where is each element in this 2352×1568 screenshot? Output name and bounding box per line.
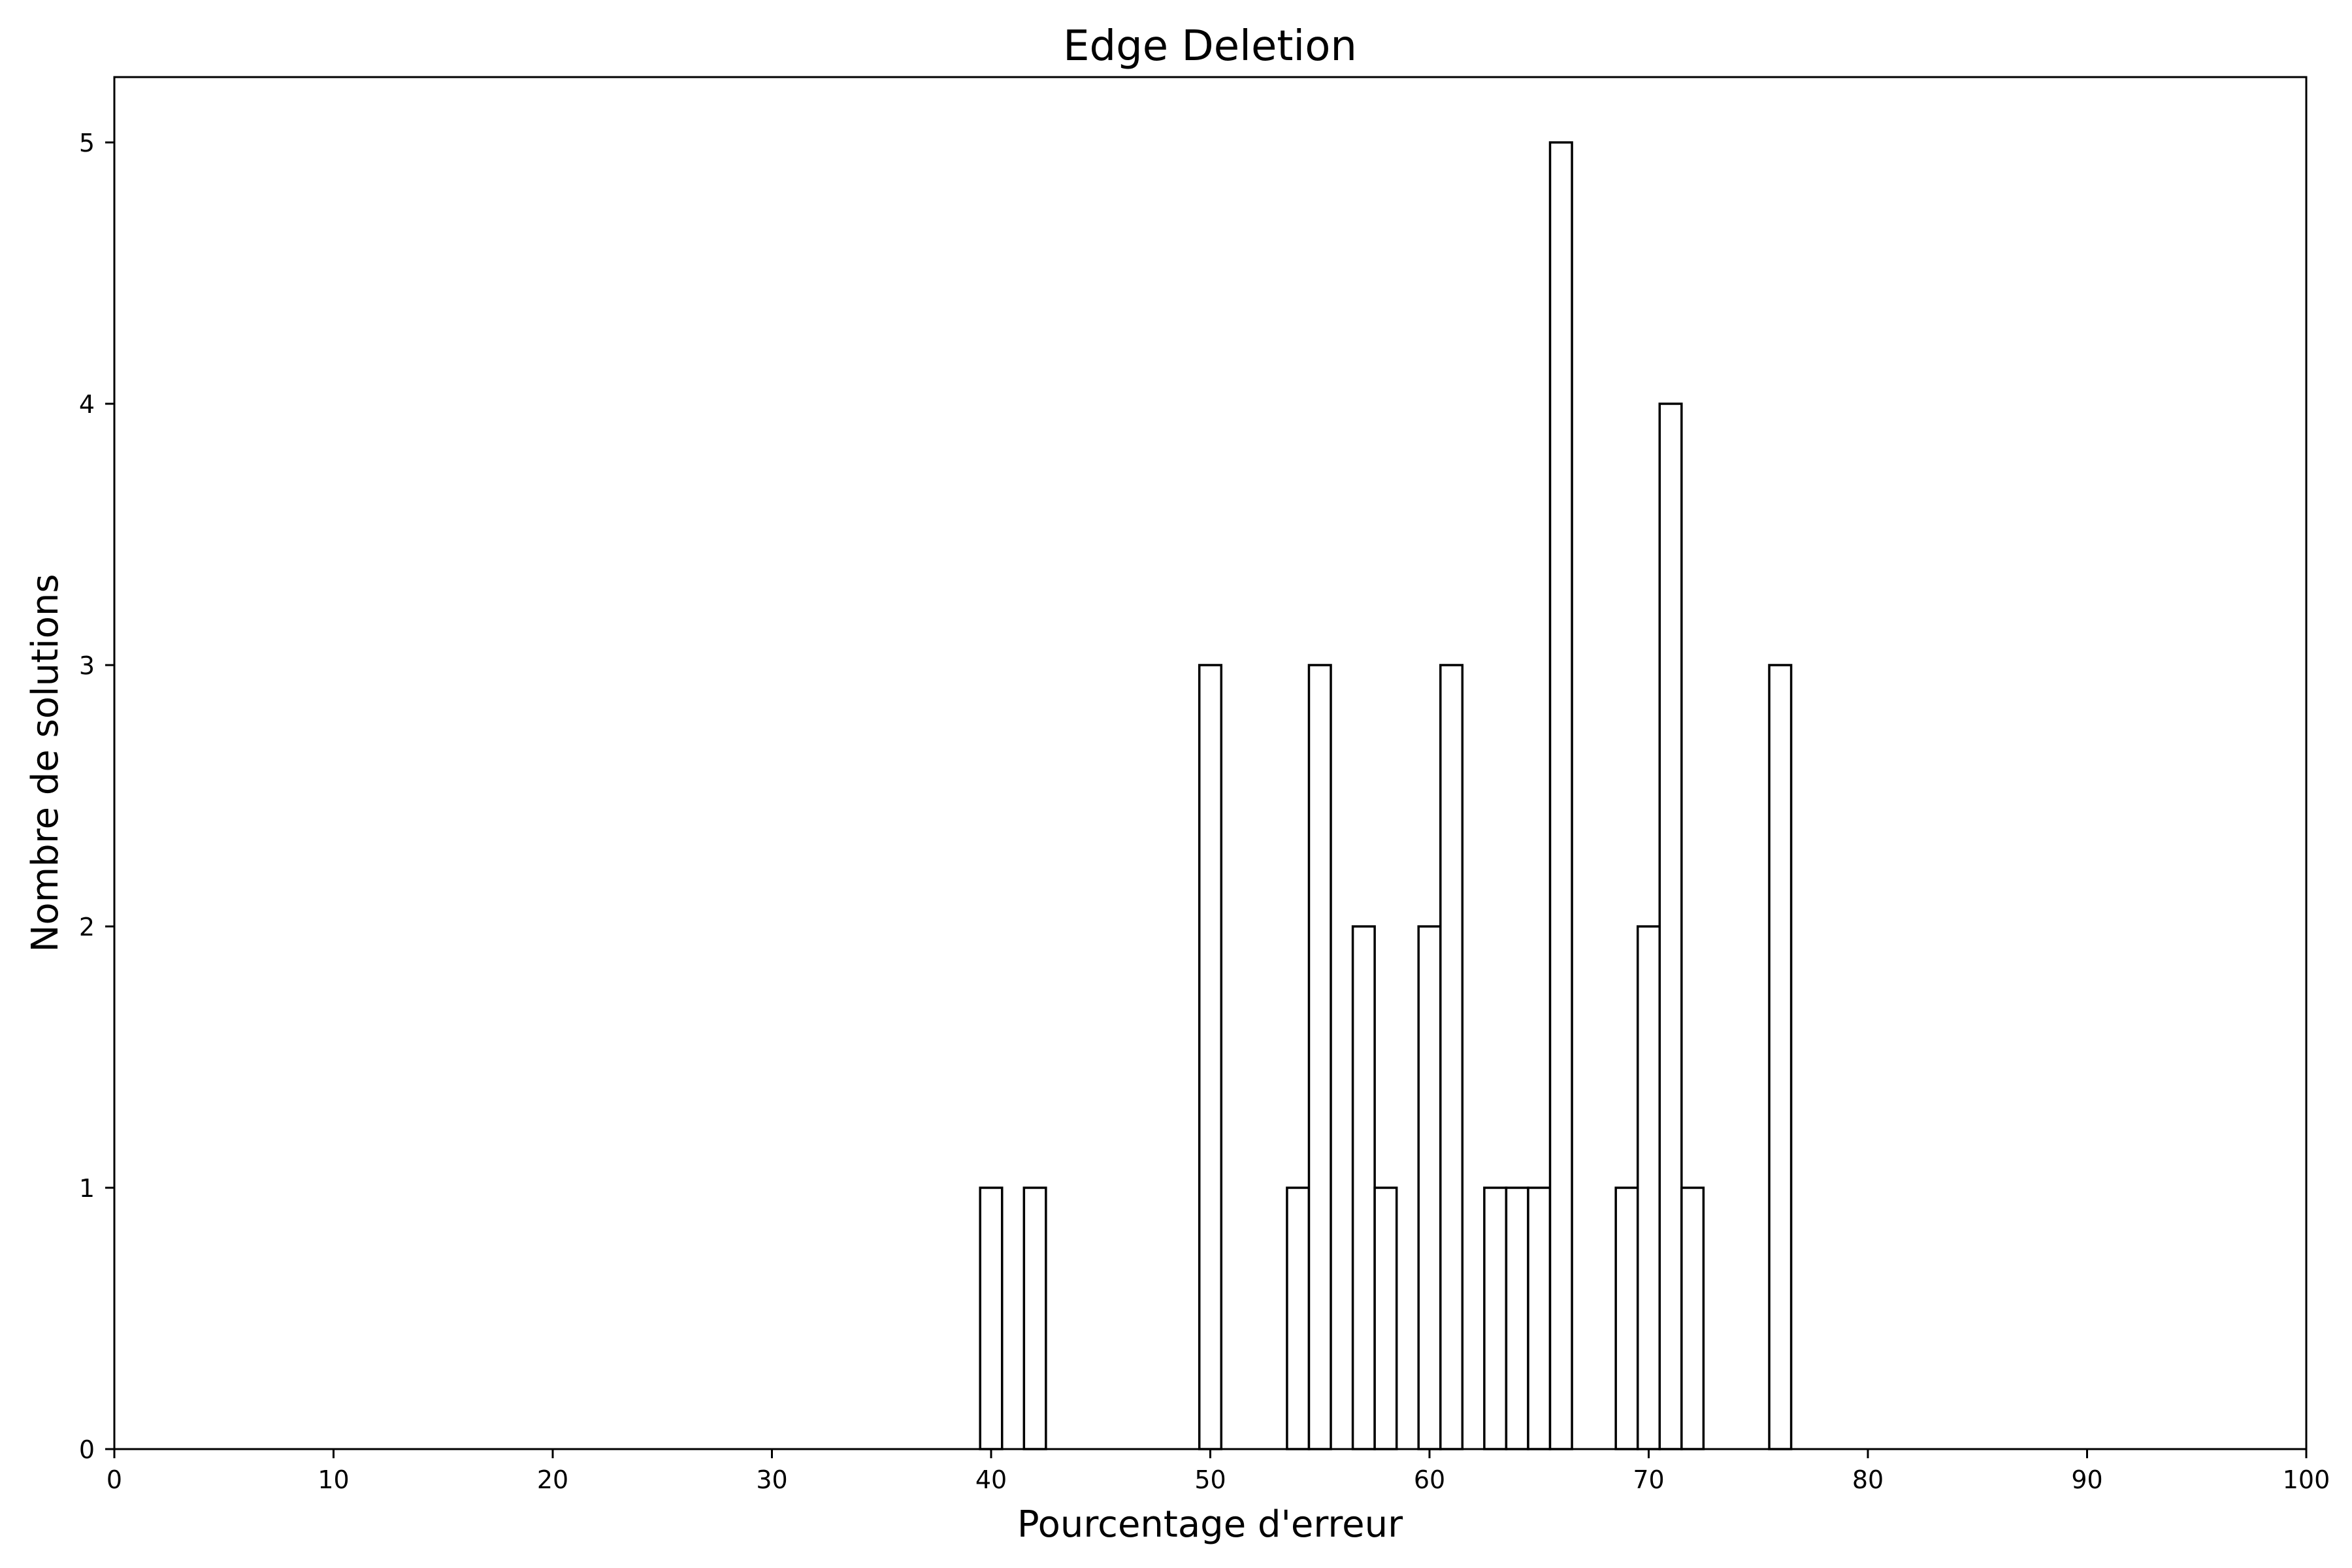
- histogram-bar: [1439, 664, 1464, 1450]
- x-tick-label: 80: [1852, 1465, 1884, 1494]
- chart-title: Edge Deletion: [1063, 22, 1357, 71]
- y-tick-label: 0: [79, 1435, 95, 1464]
- histogram-bar: [1614, 1186, 1639, 1450]
- histogram-bar: [1198, 664, 1223, 1450]
- histogram-bar: [1680, 1186, 1705, 1450]
- histogram-bar: [1548, 141, 1573, 1450]
- histogram-bar: [1307, 664, 1332, 1450]
- histogram-bar: [1527, 1186, 1552, 1450]
- histogram-bar: [1636, 925, 1661, 1450]
- histogram-bar: [1483, 1186, 1508, 1450]
- x-tick-label: 50: [1194, 1465, 1226, 1494]
- x-tick-label: 60: [1414, 1465, 1445, 1494]
- y-tick-label: 4: [79, 390, 95, 419]
- y-tick-label: 5: [79, 129, 95, 157]
- y-tick-label: 3: [79, 651, 95, 680]
- x-tick-label: 90: [2071, 1465, 2102, 1494]
- x-tick-label: 20: [537, 1465, 568, 1494]
- x-tick-label: 40: [975, 1465, 1007, 1494]
- histogram-bar: [1373, 1186, 1398, 1450]
- histogram-bar: [1768, 664, 1793, 1450]
- y-axis-ticks: 0 1 2 3 4 5: [79, 129, 114, 1464]
- x-axis-ticks: 0 10 20 30 40 50 60 70 80 90 100: [106, 1449, 2330, 1494]
- x-axis-label: Pourcentage d'erreur: [1017, 1503, 1403, 1546]
- histogram-bar: [979, 1186, 1004, 1450]
- histogram-bar: [1417, 925, 1442, 1450]
- histogram-bar: [1658, 402, 1683, 1450]
- histogram-bar: [1351, 925, 1376, 1450]
- y-axis-label: Nombre de solutions: [24, 574, 67, 952]
- x-tick-label: 70: [1633, 1465, 1664, 1494]
- histogram-bar: [1505, 1186, 1529, 1450]
- y-tick-label: 2: [79, 913, 95, 941]
- bars-group: [979, 141, 1793, 1450]
- x-tick-label: 30: [756, 1465, 787, 1494]
- x-tick-label: 10: [318, 1465, 349, 1494]
- x-tick-label: 100: [2283, 1465, 2330, 1494]
- y-tick-label: 1: [79, 1174, 95, 1203]
- histogram-bar: [1022, 1186, 1047, 1450]
- x-tick-label: 0: [106, 1465, 122, 1494]
- histogram-bar: [1286, 1186, 1311, 1450]
